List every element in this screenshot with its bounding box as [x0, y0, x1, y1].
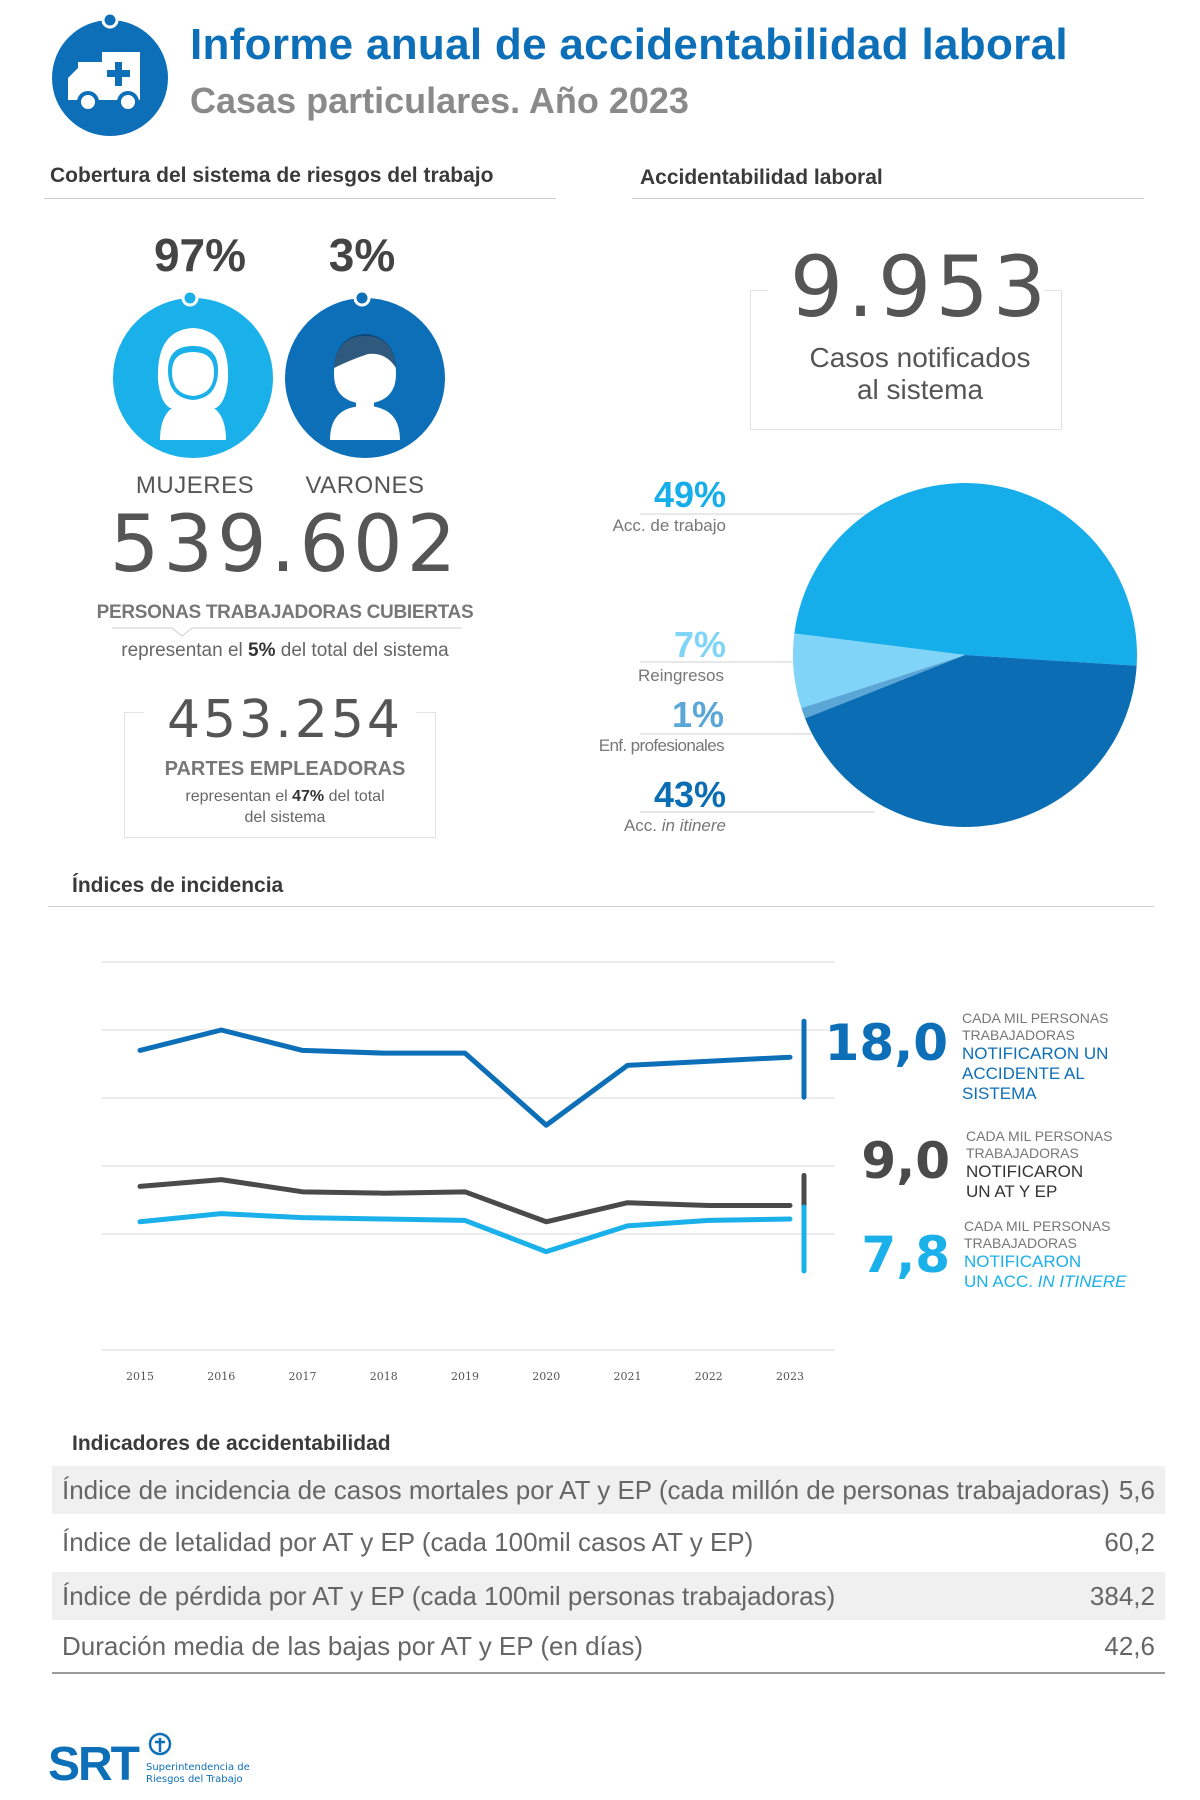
- indicator-value: 60,2: [1104, 1526, 1155, 1557]
- slice-pct-occupational-diseases: 1%: [671, 694, 724, 735]
- coverage-divider: [44, 198, 556, 199]
- slice-name-reentries: Reingresos: [638, 666, 724, 685]
- series-line-3: [137, 1211, 793, 1255]
- incidence-desc-at-ep: CADA MIL PERSONAS TRABAJADORAS NOTIFICARO…: [966, 1128, 1113, 1201]
- page-subtitle: Casas particulares. Año 2023: [190, 80, 689, 121]
- indicator-row-mortality: Índice de incidencia de casos mortales p…: [52, 1466, 1165, 1514]
- indicator-label: Índice de incidencia de casos mortales p…: [62, 1474, 1110, 1505]
- incidence-value-at-ep: 9,0: [861, 1132, 950, 1190]
- cases-box-corner-right: [1044, 290, 1062, 291]
- woman-avatar-icon: [113, 290, 273, 458]
- logo-text: SRT: [48, 1738, 140, 1786]
- pie-slice-3: [801, 655, 965, 719]
- x-tick-label: 2017: [289, 1370, 317, 1383]
- man-avatar-icon: [285, 290, 445, 458]
- indicator-row-duration: Duración media de las bajas por AT y EP …: [52, 1622, 1165, 1670]
- men-label: VARONES: [305, 472, 425, 499]
- employers-box: [124, 712, 436, 838]
- x-tick-label: 2019: [451, 1370, 479, 1383]
- incidence-divider: [48, 906, 1154, 907]
- cases-number: 9.953: [789, 238, 1051, 336]
- series-line-1: [137, 1027, 793, 1128]
- x-tick-label: 2023: [776, 1370, 804, 1383]
- slice-pct-work-accidents: 49%: [653, 474, 726, 515]
- women-percentage: 97%: [153, 229, 247, 281]
- employers-box-corner-right: [416, 712, 436, 713]
- incidence-value-itinere: 7,8: [861, 1226, 950, 1284]
- x-tick-label: 2022: [695, 1370, 723, 1383]
- cases-label: Casos notificados al sistema: [809, 342, 1031, 405]
- employers-box-corner-left: [124, 712, 144, 713]
- cases-box-corner-left: [750, 290, 768, 291]
- pie-slice-1: [794, 483, 1137, 666]
- slice-name-occupational-diseases: Enf. profesionales: [598, 736, 725, 755]
- indicator-row-loss: Índice de pérdida por AT y EP (cada 100m…: [52, 1572, 1165, 1620]
- incidence-line-chart: 2015 2016 2017 2018 2019 2020 2021 2022 2023: [102, 961, 835, 1383]
- incidence-desc-total: CADA MIL PERSONAS TRABAJADORAS NOTIFICARO…: [962, 1010, 1109, 1103]
- incidence-desc-itinere: CADA MIL PERSONAS TRABAJADORAS NOTIFICARO…: [964, 1218, 1127, 1291]
- covered-workers-label: PERSONAS TRABAJADORAS CUBIERTAS: [96, 602, 474, 623]
- indicators-section-title: Indicadores de accidentabilidad: [72, 1432, 391, 1455]
- slice-name-work-accidents: Acc. de trabajo: [612, 516, 726, 535]
- indicator-value: 384,2: [1089, 1580, 1155, 1611]
- x-tick-label: 2016: [207, 1370, 235, 1383]
- covered-workers-number: 539.602: [109, 500, 461, 590]
- srt-logo: SRT Superintendencia de Riesgos del Trab…: [48, 1732, 250, 1786]
- x-tick-label: 2020: [532, 1370, 560, 1383]
- indicator-label: Índice de letalidad por AT y EP (cada 10…: [62, 1526, 754, 1557]
- accident-distribution-pie: [640, 483, 1137, 827]
- callout-pointer: [112, 627, 462, 637]
- indicator-value: 5,6: [1118, 1474, 1155, 1505]
- pie-slice-2: [793, 633, 965, 709]
- employers-number: 453.254: [166, 690, 404, 750]
- page-title: Informe anual de accidentabilidad labora…: [190, 20, 1068, 69]
- slice-pct-commuting-accidents: 43%: [653, 774, 726, 815]
- employers-share: representan el 47% del total del sistema: [185, 788, 385, 826]
- incidence-value-total: 18,0: [824, 1014, 948, 1072]
- x-tick-label: 2021: [614, 1370, 642, 1383]
- slice-name-commuting-accidents: Acc. in itinere: [623, 816, 726, 835]
- x-tick-label: 2015: [126, 1370, 154, 1383]
- indicators-bottom-rule: [52, 1672, 1165, 1674]
- employers-label: PARTES EMPLEADORAS: [164, 758, 406, 780]
- indicator-label: Duración media de las bajas por AT y EP …: [62, 1630, 643, 1661]
- accidents-section-title: Accidentabilidad laboral: [640, 166, 883, 189]
- incidence-section-title: Índices de incidencia: [72, 874, 284, 897]
- slice-pct-reentries: 7%: [673, 624, 726, 665]
- covered-workers-share: representan el 5% del total del sistema: [121, 640, 449, 661]
- ambulance-icon: [52, 12, 168, 136]
- cases-box: [750, 290, 1062, 430]
- accidents-divider: [632, 198, 1144, 199]
- indicator-label: Índice de pérdida por AT y EP (cada 100m…: [62, 1580, 836, 1611]
- men-percentage: 3%: [328, 229, 396, 281]
- series-line-2: [137, 1177, 793, 1225]
- indicator-value: 42,6: [1104, 1630, 1155, 1661]
- pie-slice-4: [805, 655, 1137, 827]
- indicator-row-lethality: Índice de letalidad por AT y EP (cada 10…: [52, 1518, 1165, 1566]
- logo-sub-line2: Riesgos del Trabajo: [146, 1774, 243, 1785]
- x-tick-label: 2018: [370, 1370, 398, 1383]
- coverage-section-title: Cobertura del sistema de riesgos del tra…: [50, 164, 494, 187]
- logo-sub-line1: Superintendencia de: [146, 1762, 250, 1773]
- women-label: MUJERES: [135, 472, 255, 499]
